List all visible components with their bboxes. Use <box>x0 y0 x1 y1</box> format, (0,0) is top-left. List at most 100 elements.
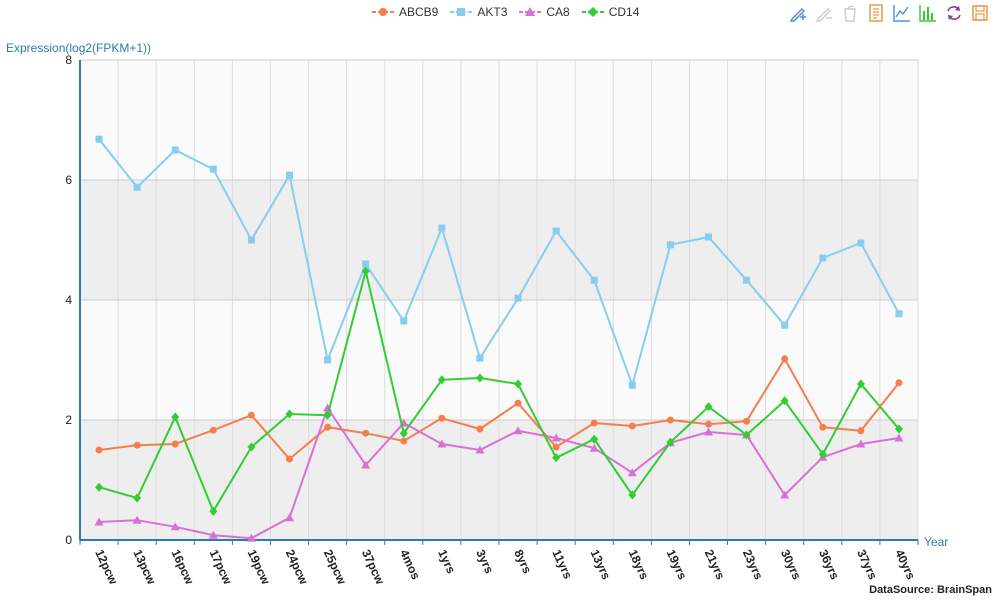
legend-marker-cd14 <box>581 7 604 17</box>
data-point[interactable] <box>209 426 217 434</box>
data-point[interactable] <box>552 443 560 451</box>
data-point[interactable] <box>133 441 141 449</box>
data-view-icon[interactable] <box>866 3 886 23</box>
data-point[interactable] <box>209 165 217 173</box>
data-point[interactable] <box>743 417 751 425</box>
data-point[interactable] <box>246 533 256 542</box>
data-point[interactable] <box>856 439 866 448</box>
data-point[interactable] <box>780 490 790 499</box>
legend-item-abcb9[interactable]: ABCB9 <box>372 5 438 19</box>
data-point[interactable] <box>514 294 522 302</box>
legend-item-cd14[interactable]: CD14 <box>581 5 639 19</box>
data-point[interactable] <box>628 381 636 389</box>
data-point[interactable] <box>704 427 713 436</box>
data-point[interactable] <box>475 373 484 383</box>
data-point[interactable] <box>590 276 598 284</box>
data-point[interactable] <box>743 276 751 284</box>
series-group <box>94 135 904 542</box>
data-point[interactable] <box>247 411 255 419</box>
data-point[interactable] <box>857 427 865 435</box>
zoom-reset-icon[interactable] <box>814 3 834 23</box>
data-point[interactable] <box>362 260 370 268</box>
data-point[interactable] <box>742 430 751 440</box>
data-point[interactable] <box>514 379 523 389</box>
data-zoom-icon[interactable] <box>788 3 808 23</box>
data-point[interactable] <box>513 426 523 435</box>
data-point[interactable] <box>590 419 598 427</box>
x-tick-label: 25pcw <box>321 547 349 587</box>
data-point[interactable] <box>857 239 865 247</box>
data-point[interactable] <box>324 423 332 431</box>
data-point[interactable] <box>514 399 522 407</box>
data-point[interactable] <box>323 410 332 420</box>
data-point[interactable] <box>438 224 446 232</box>
data-point[interactable] <box>95 482 104 492</box>
data-point[interactable] <box>95 135 103 143</box>
data-point[interactable] <box>171 146 179 154</box>
data-point[interactable] <box>589 443 599 452</box>
data-point[interactable] <box>133 183 141 191</box>
data-point[interactable] <box>399 428 408 438</box>
data-point[interactable] <box>590 434 599 444</box>
legend-item-akt3[interactable]: AKT3 <box>450 5 507 19</box>
restore-icon[interactable] <box>840 3 860 23</box>
data-point[interactable] <box>856 379 865 389</box>
data-point[interactable] <box>171 440 179 448</box>
x-tick-label: 30yrs <box>778 547 804 582</box>
x-tick-label: 16pcw <box>169 547 197 587</box>
data-point[interactable] <box>780 396 789 406</box>
data-point[interactable] <box>133 493 142 503</box>
data-point[interactable] <box>895 310 903 318</box>
data-point[interactable] <box>475 445 485 454</box>
data-point[interactable] <box>819 254 827 262</box>
data-point[interactable] <box>666 241 674 249</box>
data-point[interactable] <box>286 455 293 463</box>
data-point[interactable] <box>895 379 903 387</box>
data-point[interactable] <box>94 517 104 526</box>
data-point[interactable] <box>819 423 827 431</box>
data-point[interactable] <box>818 449 827 459</box>
data-point[interactable] <box>627 468 637 477</box>
data-point[interactable] <box>704 402 713 412</box>
legend-item-ca8[interactable]: CA8 <box>519 5 570 19</box>
data-point[interactable] <box>285 513 294 522</box>
data-point[interactable] <box>438 414 446 422</box>
data-point[interactable] <box>666 416 674 424</box>
data-point[interactable] <box>894 424 903 434</box>
data-point[interactable] <box>552 227 560 235</box>
data-point[interactable] <box>781 321 789 329</box>
data-point[interactable] <box>552 453 561 463</box>
data-point[interactable] <box>628 422 636 430</box>
data-point[interactable] <box>437 375 446 385</box>
data-point[interactable] <box>362 429 370 437</box>
data-point[interactable] <box>400 317 408 325</box>
data-point[interactable] <box>551 433 561 442</box>
data-point[interactable] <box>705 420 712 428</box>
data-point[interactable] <box>285 409 294 419</box>
save-image-icon[interactable] <box>970 3 990 23</box>
data-point[interactable] <box>95 446 103 454</box>
data-point[interactable] <box>170 522 180 531</box>
data-point[interactable] <box>247 236 255 244</box>
data-point[interactable] <box>894 433 904 442</box>
data-point[interactable] <box>361 460 371 469</box>
line-chart-icon[interactable] <box>892 3 912 23</box>
data-point[interactable] <box>437 439 447 448</box>
data-point[interactable] <box>781 355 789 363</box>
data-point[interactable] <box>476 425 484 433</box>
data-point[interactable] <box>666 437 675 447</box>
refresh-icon[interactable] <box>944 3 964 23</box>
data-point[interactable] <box>171 412 180 422</box>
data-point[interactable] <box>476 354 484 362</box>
data-point[interactable] <box>208 530 218 539</box>
data-point[interactable] <box>400 437 408 445</box>
data-point[interactable] <box>247 442 256 452</box>
bar-chart-icon[interactable] <box>918 3 938 23</box>
data-point[interactable] <box>705 233 712 241</box>
data-point[interactable] <box>286 171 293 179</box>
data-point[interactable] <box>132 515 142 524</box>
data-point[interactable] <box>324 356 332 364</box>
data-point[interactable] <box>628 490 637 500</box>
data-point[interactable] <box>361 266 370 276</box>
data-point[interactable] <box>209 506 218 516</box>
